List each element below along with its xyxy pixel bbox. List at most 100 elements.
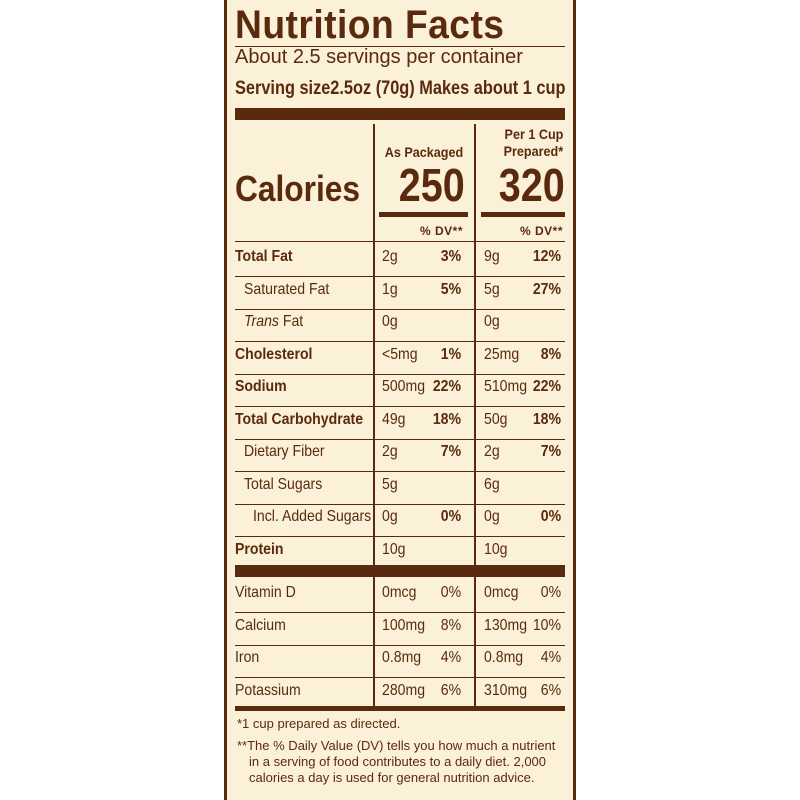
prepared-dv: 0% [540, 508, 561, 525]
packaged-dv: 8% [440, 616, 461, 634]
row-divider [235, 644, 565, 646]
packaged-dv: 7% [440, 443, 461, 460]
packaged-amount: 2g [382, 248, 398, 265]
prepared-dv: 4% [540, 649, 561, 666]
row-divider [235, 373, 565, 375]
row-divider [235, 341, 565, 342]
packaged-amount: 500mg [382, 378, 426, 395]
packaged-amount: 0g [382, 508, 398, 525]
servings-per-container: About 2.5 servings per container [235, 46, 523, 68]
calories-label: Calories [235, 168, 361, 209]
packaged-amount: 5g [382, 475, 398, 493]
nutrient-name: Total Sugars [244, 475, 323, 493]
nutrient-name: Cholesterol [235, 345, 313, 363]
nutrient-name: Incl. Added Sugars [253, 508, 372, 525]
packaged-amount: 100mg [382, 616, 426, 634]
row-divider [235, 536, 565, 537]
column-divider-left [373, 124, 375, 708]
prepared-amount: 9g [484, 248, 500, 265]
prepared-amount: 6g [484, 475, 500, 493]
nutrient-name: Total Carbohydrate [235, 410, 364, 428]
packaged-dv: 6% [440, 681, 461, 699]
vitamin-name: Vitamin D [235, 584, 296, 601]
row-divider [235, 308, 565, 310]
row-divider [235, 612, 565, 613]
packaged-amount: 0.8mg [382, 649, 422, 666]
prepared-dv: 6% [540, 681, 561, 699]
prepared-amount: 0mcg [484, 584, 519, 601]
row-divider [235, 438, 565, 440]
prepared-amount: 25mg [484, 345, 520, 363]
calories-divider-prepared [481, 212, 565, 217]
nutrient-name: Dietary Fiber [244, 443, 325, 460]
prepared-amount: 0g [484, 508, 500, 525]
packaged-amount: 49g [382, 410, 406, 428]
serving-size-value: 2.5oz (70g) Makes about 1 cup [329, 78, 565, 99]
packaged-dv: 4% [440, 649, 461, 666]
packaged-amount: <5mg [382, 345, 418, 363]
packaged-dv: 18% [432, 410, 461, 428]
prepared-column-header-line1: Per 1 Cup [504, 126, 563, 142]
footnote-dv-line3: calories a day is used for general nutri… [249, 770, 535, 785]
prepared-amount: 5g [484, 280, 500, 298]
dv-header-prepared: % DV** [519, 224, 563, 238]
prepared-amount: 130mg [484, 616, 528, 634]
dv-header-divider [235, 241, 565, 242]
packaged-amount: 0g [382, 313, 398, 330]
packaged-dv: 22% [432, 378, 461, 395]
packaged-dv: 3% [440, 248, 461, 265]
calories-divider-packaged [379, 212, 468, 217]
column-divider-right [474, 124, 476, 708]
nutrient-name: Sodium [235, 378, 287, 395]
packaged-amount: 2g [382, 443, 398, 460]
footnote-prepared: *1 cup prepared as directed. [237, 716, 401, 731]
prepared-dv: 22% [532, 378, 561, 395]
title-divider [235, 46, 565, 47]
prepared-amount: 10g [484, 540, 508, 558]
prepared-dv: 8% [540, 345, 561, 363]
footnote-dv-line2: in a serving of food contributes to a da… [249, 754, 547, 769]
packaged-amount: 1g [382, 280, 398, 298]
prepared-dv: 7% [540, 443, 561, 460]
packaged-amount: 0mcg [382, 584, 417, 601]
nutrition-facts-label: Nutrition Facts About 2.5 servings per c… [224, 0, 576, 800]
vitamin-name: Calcium [235, 616, 286, 634]
serving-size-label: Serving size [235, 78, 331, 99]
row-divider [235, 406, 565, 407]
prepared-dv: 10% [532, 616, 561, 634]
prepared-amount: 310mg [484, 681, 528, 699]
packaged-amount: 10g [382, 540, 406, 558]
nutrient-name: Protein [235, 540, 284, 558]
row-divider [235, 276, 565, 277]
nutrient-name: Trans Fat [244, 313, 304, 330]
prepared-column-header-line2: Prepared* [503, 143, 563, 159]
row-divider [235, 503, 565, 505]
thick-divider-middle [235, 565, 565, 577]
nutrient-name: Saturated Fat [244, 280, 330, 298]
dv-header-packaged: % DV** [419, 224, 463, 238]
footnote-dv-line1: **The % Daily Value (DV) tells you how m… [237, 738, 556, 753]
label-title: Nutrition Facts [235, 3, 505, 47]
packaged-dv: 0% [440, 508, 461, 525]
prepared-dv: 12% [532, 248, 561, 265]
packaged-dv: 0% [440, 584, 461, 601]
bottom-divider [235, 706, 565, 711]
prepared-dv: 18% [532, 410, 561, 428]
prepared-amount: 510mg [484, 378, 528, 395]
packaged-dv: 5% [440, 280, 461, 298]
vitamin-name: Iron [235, 649, 260, 666]
packaged-column-header: As Packaged [384, 144, 463, 160]
calories-prepared: 320 [498, 159, 565, 211]
vitamin-name: Potassium [235, 681, 301, 699]
prepared-amount: 0.8mg [484, 649, 524, 666]
nutrient-name: Total Fat [235, 248, 293, 265]
row-divider [235, 471, 565, 472]
prepared-amount: 0g [484, 313, 500, 330]
packaged-amount: 280mg [382, 681, 426, 699]
prepared-dv: 0% [540, 584, 561, 601]
calories-packaged: 250 [398, 159, 465, 211]
prepared-amount: 50g [484, 410, 508, 428]
packaged-dv: 1% [440, 345, 461, 363]
thick-divider-top [235, 108, 565, 120]
prepared-dv: 27% [532, 280, 561, 298]
